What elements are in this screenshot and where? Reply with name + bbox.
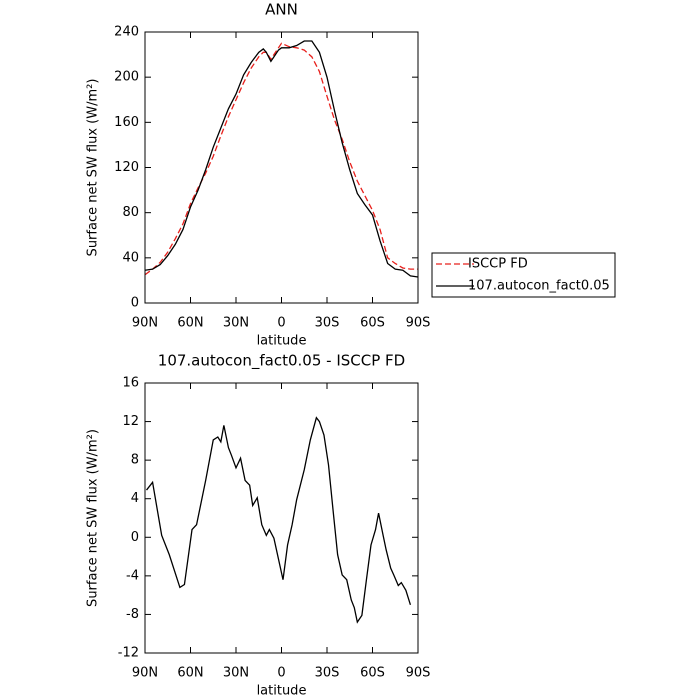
x-tick-label: 30N — [223, 316, 249, 331]
y-axis-label: Surface net SW flux (W/m²) — [86, 429, 101, 607]
x-tick-label: 30N — [223, 666, 249, 681]
x-tick-label: 90S — [406, 316, 431, 331]
y-tick-label: 4 — [131, 491, 139, 506]
y-tick-label: 16 — [122, 376, 139, 391]
data-line — [144, 40, 419, 278]
data-line — [144, 42, 418, 276]
data-line — [146, 416, 412, 624]
x-tick-label: 60N — [177, 316, 203, 331]
y-tick-label: 240 — [114, 25, 139, 40]
x-axis-label: latitude — [257, 334, 307, 349]
y-tick-label: -12 — [118, 646, 139, 661]
x-tick-label: 90S — [406, 666, 431, 681]
x-tick-label: 0 — [277, 666, 285, 681]
plot-frame — [144, 382, 419, 654]
x-tick-label: 90N — [132, 316, 158, 331]
y-tick-label: 0 — [131, 530, 139, 545]
y-tick-label: 120 — [114, 160, 139, 175]
x-tick-label: 30S — [315, 666, 340, 681]
x-tick-label: 0 — [277, 316, 285, 331]
y-tick-label: -4 — [126, 568, 139, 583]
plot-frame — [144, 31, 419, 304]
x-tick-label: 60N — [177, 666, 203, 681]
legend-box — [431, 252, 616, 298]
y-axis-label: Surface net SW flux (W/m²) — [86, 79, 101, 257]
x-tick-label: 90N — [132, 666, 158, 681]
y-tick-label: -8 — [126, 607, 139, 622]
x-tick-label: 60S — [360, 316, 385, 331]
chart-title: 107.autocon_fact0.05 - ISCCP FD — [158, 352, 405, 371]
y-tick-label: 40 — [122, 250, 139, 265]
legend-label: ISCCP FD — [468, 257, 528, 272]
x-tick-label: 30S — [315, 316, 340, 331]
y-tick-label: 0 — [131, 296, 139, 311]
legend-label: 107.autocon_fact0.05 — [468, 279, 610, 294]
x-tick-label: 60S — [360, 666, 385, 681]
chart-title: ANN — [265, 1, 298, 19]
y-tick-label: 200 — [114, 70, 139, 85]
x-axis-label: latitude — [257, 684, 307, 699]
y-tick-label: 80 — [122, 205, 139, 220]
y-tick-label: 12 — [122, 414, 139, 429]
y-tick-label: 160 — [114, 115, 139, 130]
y-tick-label: 8 — [131, 453, 139, 468]
